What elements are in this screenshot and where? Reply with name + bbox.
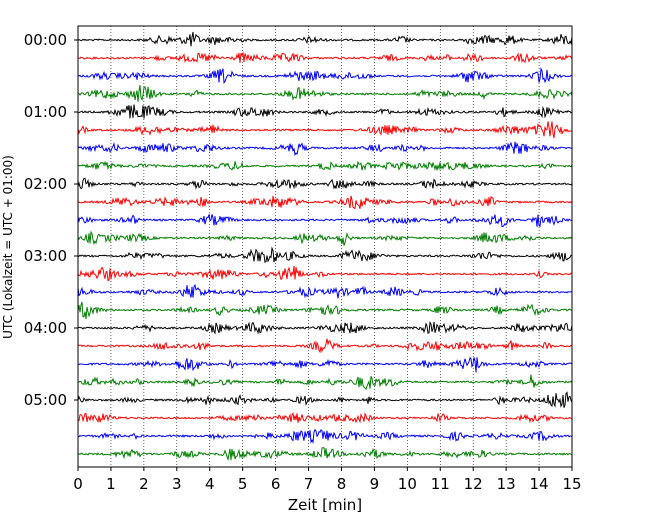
- y-tick-label: 02:00: [24, 175, 67, 193]
- plot-frame: [77, 25, 573, 468]
- x-tick-label: 3: [172, 475, 182, 493]
- trace-01:00: [77, 104, 573, 119]
- trace-04:00: [77, 320, 573, 335]
- x-tick-label: 7: [304, 475, 314, 493]
- trace-03:15: [77, 265, 573, 282]
- trace-00:15: [77, 51, 573, 64]
- x-tick-label: 11: [431, 475, 450, 493]
- x-tick-label: 14: [530, 475, 549, 493]
- trace-00:30: [77, 67, 573, 84]
- x-axis: 0 1 2 3 4 5 6 7 8 9 10 11 12 13 14 15: [73, 467, 582, 493]
- x-tick-label: 12: [464, 475, 483, 493]
- y-tick-label: 05:00: [24, 391, 67, 409]
- x-tick-label: 15: [562, 475, 581, 493]
- trace-04:45: [77, 374, 573, 391]
- x-tick-label: 1: [106, 475, 116, 493]
- x-tick-label: 13: [497, 475, 516, 493]
- trace-01:30: [77, 141, 573, 157]
- trace-02:30: [77, 213, 573, 228]
- y-tick-label: 04:00: [24, 319, 67, 337]
- trace-02:15: [77, 195, 573, 210]
- trace-02:45: [77, 230, 573, 246]
- x-tick-label: 0: [73, 475, 83, 493]
- y-tick-label: 01:00: [24, 103, 67, 121]
- x-tick-label: 8: [337, 475, 347, 493]
- y-tick-label: 00:00: [24, 31, 67, 49]
- trace-02:00: [77, 177, 573, 190]
- y-axis-label: UTC (Lokalzeit = UTC + 01:00): [1, 155, 15, 339]
- trace-05:00: [77, 391, 573, 408]
- x-tick-label: 9: [370, 475, 380, 493]
- trace-00:00: [77, 31, 573, 47]
- x-tick-label: 10: [398, 475, 417, 493]
- y-tick-label: 03:00: [24, 247, 67, 265]
- x-tick-label: 6: [271, 475, 281, 493]
- trace-01:15: [77, 121, 573, 139]
- trace-03:00: [77, 246, 573, 263]
- trace-04:30: [77, 356, 573, 373]
- trace-03:30: [77, 283, 573, 299]
- trace-03:45: [77, 301, 573, 319]
- trace-00:45: [77, 85, 573, 102]
- trace-group: [77, 31, 573, 462]
- trace-04:15: [77, 338, 573, 354]
- x-tick-label: 2: [139, 475, 149, 493]
- x-axis-label: Zeit [min]: [288, 496, 362, 514]
- trace-01:45: [77, 160, 573, 171]
- x-tick-label: 4: [205, 475, 215, 493]
- trace-05:15: [77, 412, 573, 424]
- y-axis: 00:00 01:00 02:00 03:00 04:00 05:00: [24, 31, 78, 409]
- x-tick-label: 5: [238, 475, 248, 493]
- trace-05:30: [77, 428, 573, 445]
- trace-05:45: [77, 447, 573, 462]
